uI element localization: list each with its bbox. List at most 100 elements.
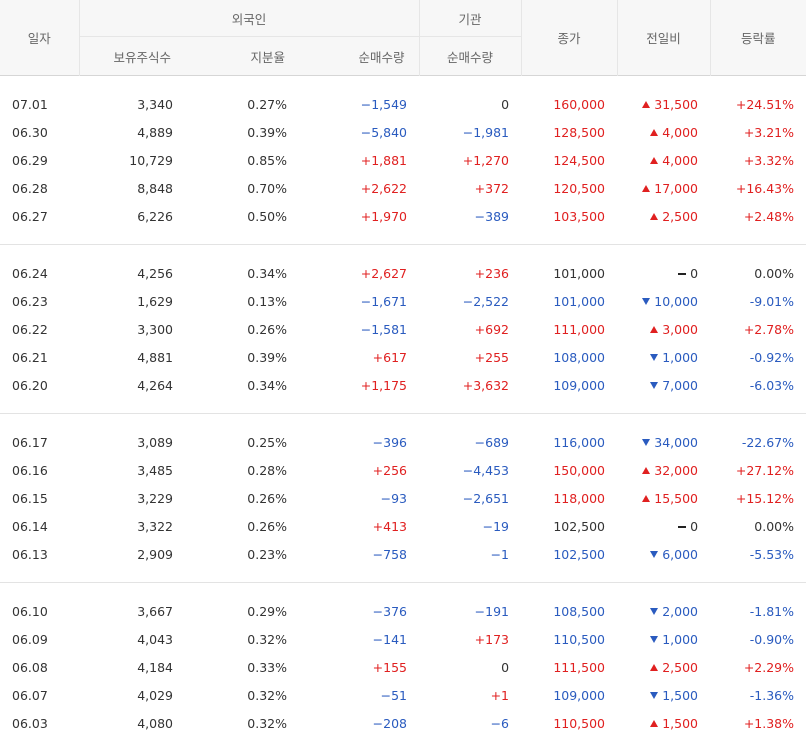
cell-foreign-net: −141 (299, 625, 419, 653)
cell-diff: 32,000 (617, 456, 710, 484)
cell-inst-net: −1,981 (419, 118, 521, 146)
cell-date: 06.09 (0, 625, 79, 653)
cell-ratio: 0.32% (185, 709, 299, 737)
cell-close: 103,500 (521, 202, 617, 230)
cell-ratio: 0.39% (185, 343, 299, 371)
cell-ratio: 0.33% (185, 653, 299, 681)
cell-date: 06.22 (0, 315, 79, 343)
cell-diff: 6,000 (617, 540, 710, 568)
triangle-down-icon (650, 692, 658, 699)
header-holdings: 보유주식수 (79, 37, 185, 76)
cell-foreign-net: +1,970 (299, 202, 419, 230)
triangle-down-icon (650, 354, 658, 361)
cell-diff: 1,500 (617, 681, 710, 709)
cell-ratio: 0.70% (185, 174, 299, 202)
cell-foreign-net: −51 (299, 681, 419, 709)
cell-diff: 1,000 (617, 343, 710, 371)
triangle-down-icon (650, 636, 658, 643)
triangle-down-icon (650, 608, 658, 615)
cell-foreign-net: −758 (299, 540, 419, 568)
cell-date: 06.16 (0, 456, 79, 484)
header-foreign-net: 순매수량 (299, 37, 419, 76)
cell-close: 109,000 (521, 371, 617, 399)
cell-close: 102,500 (521, 540, 617, 568)
cell-inst-net: +236 (419, 259, 521, 287)
diff-value: 1,000 (662, 350, 698, 365)
row-spacer (0, 414, 806, 429)
cell-foreign-net: +1,175 (299, 371, 419, 399)
cell-rate: -1.81% (710, 597, 806, 625)
cell-inst-net: +372 (419, 174, 521, 202)
cell-inst-net: −19 (419, 512, 521, 540)
cell-diff: 1,500 (617, 709, 710, 737)
cell-ratio: 0.27% (185, 90, 299, 118)
row-spacer (0, 230, 806, 245)
diff-value: 17,000 (654, 181, 698, 196)
cell-inst-net: 0 (419, 653, 521, 681)
cell-foreign-net: −1,671 (299, 287, 419, 315)
cell-diff: 0 (617, 512, 710, 540)
cell-ratio: 0.34% (185, 371, 299, 399)
cell-rate: 0.00% (710, 259, 806, 287)
cell-diff: 2,500 (617, 202, 710, 230)
cell-rate: +15.12% (710, 484, 806, 512)
cell-inst-net: +1 (419, 681, 521, 709)
cell-rate: 0.00% (710, 512, 806, 540)
row-spacer (0, 583, 806, 598)
cell-inst-net: −1 (419, 540, 521, 568)
triangle-down-icon (642, 439, 650, 446)
cell-date: 06.15 (0, 484, 79, 512)
cell-diff: 10,000 (617, 287, 710, 315)
triangle-down-icon (650, 382, 658, 389)
header-diff: 전일비 (617, 0, 710, 76)
cell-date: 06.27 (0, 202, 79, 230)
cell-holdings: 1,629 (79, 287, 185, 315)
cell-rate: +2.78% (710, 315, 806, 343)
triangle-up-icon (642, 185, 650, 192)
triangle-up-icon (642, 495, 650, 502)
header-close: 종가 (521, 0, 617, 76)
cell-ratio: 0.25% (185, 428, 299, 456)
cell-close: 102,500 (521, 512, 617, 540)
cell-foreign-net: −1,549 (299, 90, 419, 118)
cell-date: 06.14 (0, 512, 79, 540)
cell-close: 111,000 (521, 315, 617, 343)
cell-date: 06.17 (0, 428, 79, 456)
cell-ratio: 0.50% (185, 202, 299, 230)
cell-holdings: 3,300 (79, 315, 185, 343)
triangle-up-icon (650, 326, 658, 333)
cell-diff: 3,000 (617, 315, 710, 343)
cell-close: 118,000 (521, 484, 617, 512)
cell-close: 109,000 (521, 681, 617, 709)
cell-holdings: 10,729 (79, 146, 185, 174)
cell-holdings: 8,848 (79, 174, 185, 202)
table-header: 일자 외국인 기관 종가 전일비 등락률 보유주식수 지분율 순매수량 순매수량 (0, 0, 806, 76)
cell-ratio: 0.32% (185, 681, 299, 709)
cell-close: 116,000 (521, 428, 617, 456)
cell-foreign-net: +155 (299, 653, 419, 681)
cell-foreign-net: +2,622 (299, 174, 419, 202)
cell-ratio: 0.26% (185, 484, 299, 512)
diff-value: 1,500 (662, 688, 698, 703)
cell-diff: 4,000 (617, 146, 710, 174)
cell-rate: +2.29% (710, 653, 806, 681)
cell-close: 110,500 (521, 625, 617, 653)
cell-ratio: 0.26% (185, 512, 299, 540)
cell-inst-net: −2,651 (419, 484, 521, 512)
cell-diff: 7,000 (617, 371, 710, 399)
cell-foreign-net: −5,840 (299, 118, 419, 146)
cell-foreign-net: −1,581 (299, 315, 419, 343)
cell-close: 110,500 (521, 709, 617, 737)
diff-value: 0 (690, 266, 698, 281)
cell-foreign-net: −376 (299, 597, 419, 625)
row-spacer (0, 399, 806, 414)
cell-ratio: 0.85% (185, 146, 299, 174)
cell-date: 06.10 (0, 597, 79, 625)
cell-foreign-net: +1,881 (299, 146, 419, 174)
header-date: 일자 (0, 0, 79, 76)
cell-foreign-net: −396 (299, 428, 419, 456)
